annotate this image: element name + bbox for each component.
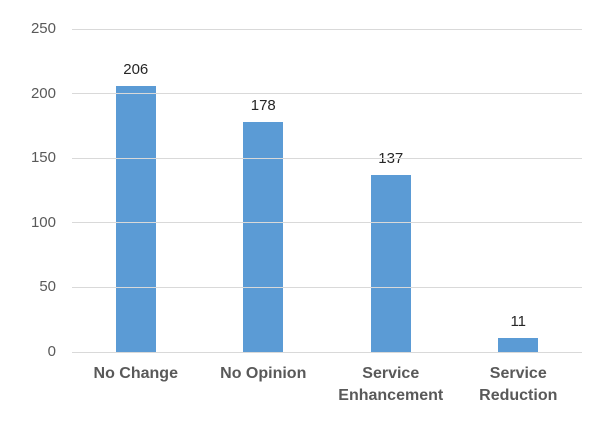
- y-tick-label: 0: [47, 343, 56, 360]
- bar: [498, 337, 539, 352]
- gridline: [72, 286, 582, 288]
- x-category-label: No Change: [93, 365, 178, 382]
- x-category-label: Service Reduction: [479, 365, 558, 404]
- x-category-label: Service Enhancement: [338, 365, 444, 404]
- y-tick-label: 250: [30, 20, 56, 37]
- bar: [243, 122, 284, 352]
- x-category-label: No Opinion: [220, 365, 307, 382]
- gridline: [72, 28, 582, 30]
- bar-value-label: 137: [378, 149, 404, 167]
- y-tick-label: 50: [39, 278, 56, 296]
- y-tick-label: 150: [30, 149, 56, 167]
- bar-value-label: 178: [250, 97, 276, 115]
- gridline: [72, 351, 582, 353]
- gridline: [72, 157, 582, 159]
- gridline: [72, 93, 582, 95]
- bar: [370, 174, 411, 352]
- gridline: [72, 222, 582, 224]
- y-tick-label: 200: [30, 84, 56, 102]
- y-tick-label: 100: [30, 213, 56, 231]
- bar: [115, 85, 156, 352]
- bar-value-label: 206: [123, 60, 149, 78]
- bar-value-label: 11: [510, 312, 527, 330]
